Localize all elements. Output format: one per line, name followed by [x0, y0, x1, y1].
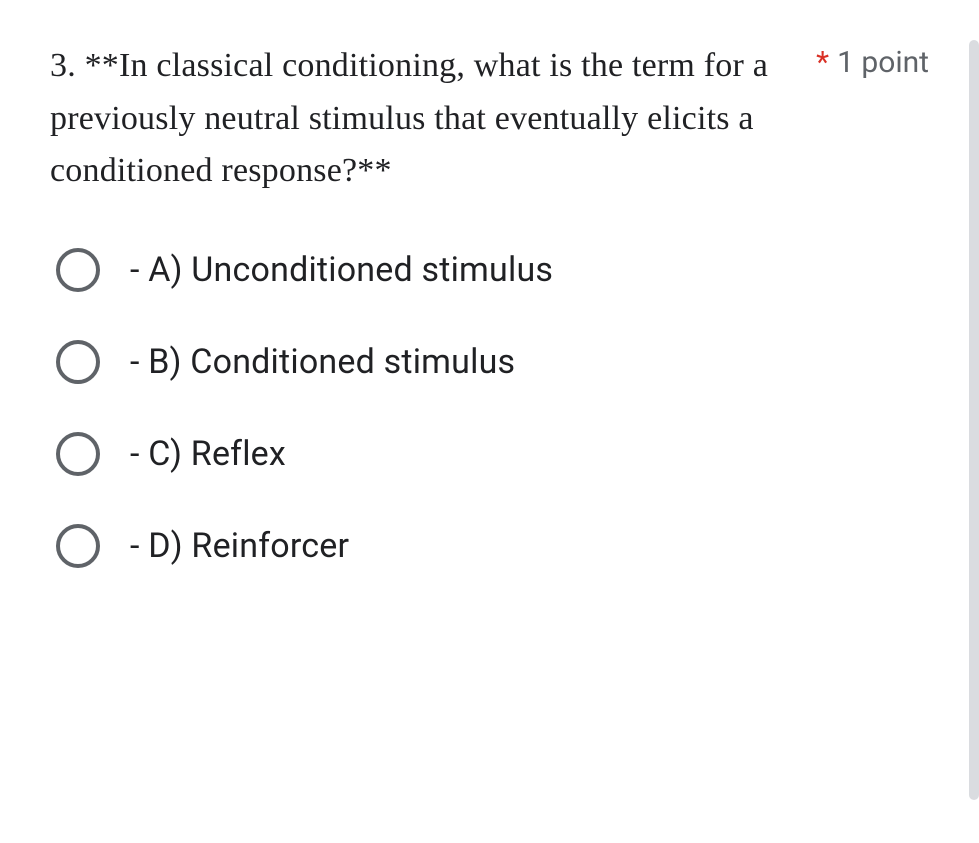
options-list: - A) Unconditioned stimulus - B) Conditi… — [50, 248, 929, 568]
option-label: - B) Conditioned stimulus — [130, 342, 515, 382]
required-asterisk-icon: * — [816, 40, 829, 85]
option-label: - D) Reinforcer — [130, 526, 349, 566]
option-d[interactable]: - D) Reinforcer — [56, 524, 929, 568]
scrollbar[interactable] — [969, 40, 979, 800]
radio-icon[interactable] — [56, 340, 100, 384]
radio-icon[interactable] — [56, 524, 100, 568]
option-b[interactable]: - B) Conditioned stimulus — [56, 340, 929, 384]
radio-icon[interactable] — [56, 248, 100, 292]
points-label: 1 point — [837, 40, 929, 85]
question-header: 3. **In classical conditioning, what is … — [50, 40, 929, 198]
option-a[interactable]: - A) Unconditioned stimulus — [56, 248, 929, 292]
question-text: 3. **In classical conditioning, what is … — [50, 40, 804, 198]
option-label: - A) Unconditioned stimulus — [130, 250, 553, 290]
radio-icon[interactable] — [56, 432, 100, 476]
option-c[interactable]: - C) Reflex — [56, 432, 929, 476]
option-label: - C) Reflex — [130, 434, 286, 474]
